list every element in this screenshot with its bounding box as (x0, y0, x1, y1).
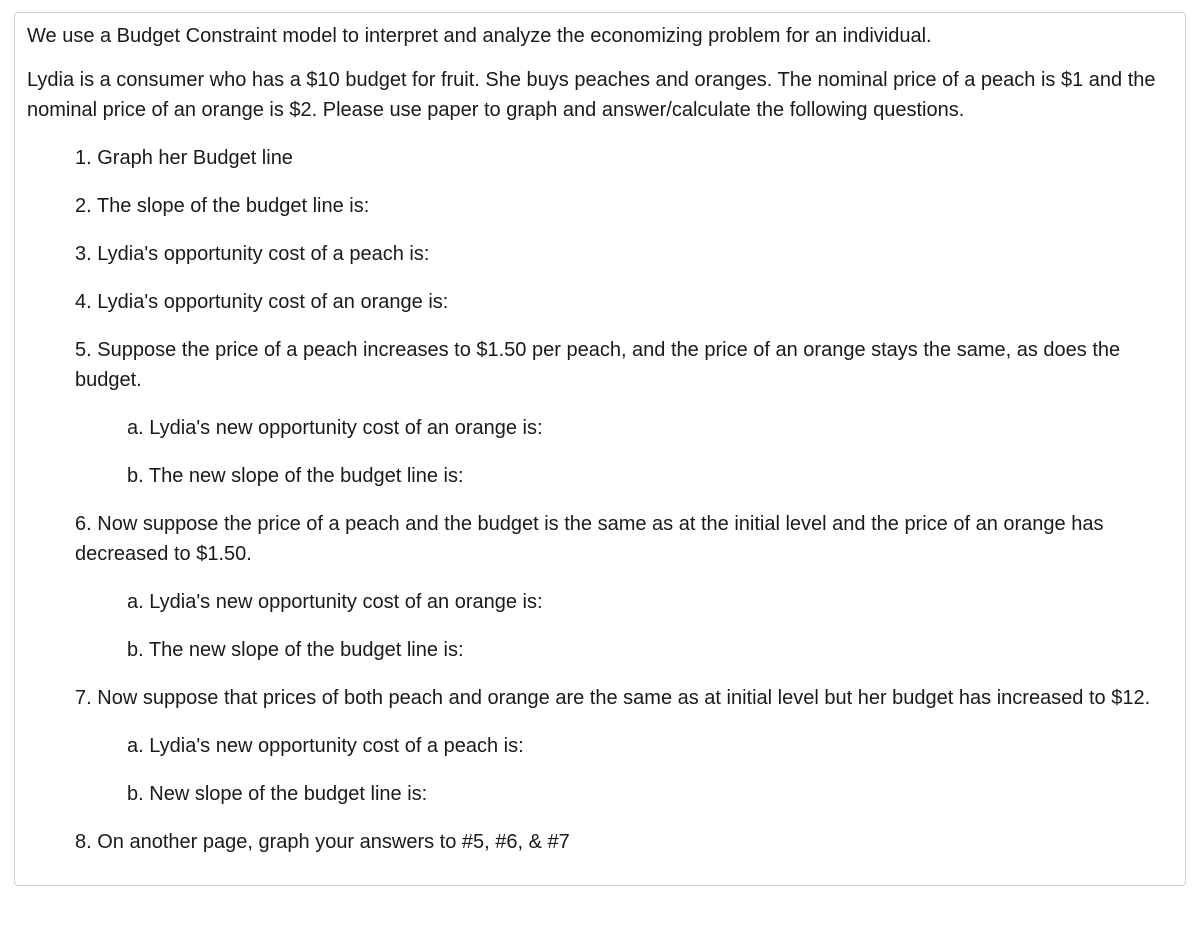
question-number: 7. (75, 687, 92, 709)
question-number: 8. (75, 831, 92, 853)
sub-question-text: The new slope of the budget line is: (149, 465, 464, 487)
sub-question-text: New slope of the budget line is: (149, 783, 427, 805)
sub-question-number: b. (127, 639, 144, 661)
sub-question-number: a. (127, 417, 144, 439)
question-text: Now suppose that prices of both peach an… (97, 687, 1150, 709)
setup-paragraph: Lydia is a consumer who has a $10 budget… (27, 65, 1173, 125)
question-number: 3. (75, 243, 92, 265)
sub-question-number: a. (127, 591, 144, 613)
question-number: 4. (75, 291, 92, 313)
question-item-3: 3. Lydia's opportunity cost of a peach i… (75, 239, 1173, 269)
question-text: Lydia's opportunity cost of an orange is… (97, 291, 448, 313)
question-text: The slope of the budget line is: (97, 195, 369, 217)
question-text: Lydia's opportunity cost of a peach is: (97, 243, 429, 265)
sub-question-5b: b. The new slope of the budget line is: (127, 461, 1173, 491)
sub-question-7b: b. New slope of the budget line is: (127, 779, 1173, 809)
sub-question-text: Lydia's new opportunity cost of a peach … (149, 735, 523, 757)
question-item-4: 4. Lydia's opportunity cost of an orange… (75, 287, 1173, 317)
sub-question-list-5: a. Lydia's new opportunity cost of an or… (75, 413, 1173, 491)
sub-question-5a: a. Lydia's new opportunity cost of an or… (127, 413, 1173, 443)
sub-question-6a: a. Lydia's new opportunity cost of an or… (127, 587, 1173, 617)
question-number: 2. (75, 195, 92, 217)
sub-question-number: b. (127, 783, 144, 805)
sub-question-text: The new slope of the budget line is: (149, 639, 464, 661)
question-item-2: 2. The slope of the budget line is: (75, 191, 1173, 221)
sub-question-text: Lydia's new opportunity cost of an orang… (149, 417, 542, 439)
sub-question-list-7: a. Lydia's new opportunity cost of a pea… (75, 731, 1173, 809)
question-text: Suppose the price of a peach increases t… (75, 339, 1120, 391)
question-text: Now suppose the price of a peach and the… (75, 513, 1103, 565)
sub-question-number: b. (127, 465, 144, 487)
question-text: On another page, graph your answers to #… (97, 831, 570, 853)
question-item-5: 5. Suppose the price of a peach increase… (75, 335, 1173, 491)
question-list: 1. Graph her Budget line 2. The slope of… (27, 143, 1173, 857)
question-text: Graph her Budget line (97, 147, 293, 169)
question-item-8: 8. On another page, graph your answers t… (75, 827, 1173, 857)
question-item-1: 1. Graph her Budget line (75, 143, 1173, 173)
question-item-6: 6. Now suppose the price of a peach and … (75, 509, 1173, 665)
document-container: We use a Budget Constraint model to inte… (14, 12, 1186, 886)
intro-paragraph: We use a Budget Constraint model to inte… (27, 21, 1173, 51)
sub-question-number: a. (127, 735, 144, 757)
question-number: 1. (75, 147, 92, 169)
sub-question-7a: a. Lydia's new opportunity cost of a pea… (127, 731, 1173, 761)
question-item-7: 7. Now suppose that prices of both peach… (75, 683, 1173, 809)
sub-question-6b: b. The new slope of the budget line is: (127, 635, 1173, 665)
sub-question-list-6: a. Lydia's new opportunity cost of an or… (75, 587, 1173, 665)
question-number: 5. (75, 339, 92, 361)
question-number: 6. (75, 513, 92, 535)
sub-question-text: Lydia's new opportunity cost of an orang… (149, 591, 542, 613)
